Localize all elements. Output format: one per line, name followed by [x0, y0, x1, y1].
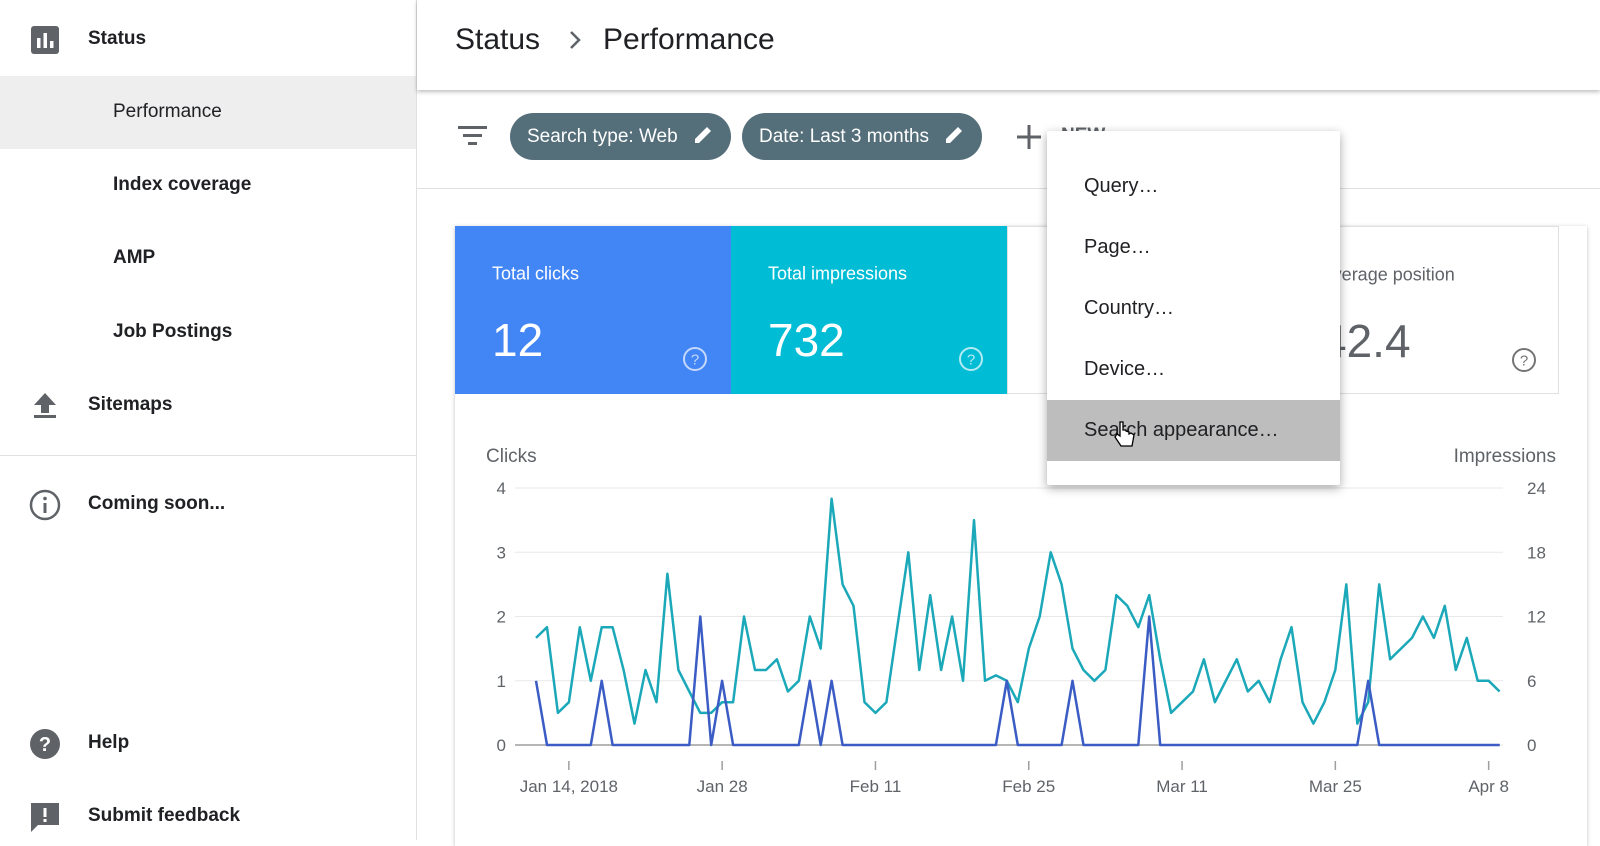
x-tick-label: Jan 14, 2018 — [520, 777, 618, 796]
y-tick-label: 0 — [497, 736, 506, 755]
help-icon: ? — [1512, 348, 1536, 372]
svg-text:?: ? — [1520, 353, 1528, 370]
x-tick-label: Apr 8 — [1468, 777, 1509, 796]
chip-date[interactable]: Date: Last 3 months — [742, 113, 983, 160]
x-tick-label: Mar 11 — [1156, 777, 1208, 796]
card-label: Total impressions — [768, 263, 908, 284]
y-tick-label: 1 — [497, 672, 506, 691]
filter-icon[interactable] — [458, 124, 488, 148]
sidebar: Status Performance Index coverage AMP Jo… — [0, 0, 417, 840]
card-label: Total clicks — [492, 263, 580, 284]
y-tick-label: 2 — [497, 608, 506, 627]
chip-label: Date: Last 3 months — [759, 126, 930, 147]
edit-icon — [694, 127, 711, 143]
info-icon — [29, 489, 61, 521]
card-total-impressions[interactable]: Total impressions 732 ? — [731, 226, 1007, 394]
sitemaps-icon — [34, 393, 56, 418]
dimension-menu: Query… Page… Country… Device… Search app… — [1047, 131, 1340, 485]
nav-coming-soon[interactable]: Coming soon... — [88, 493, 226, 514]
y-tick-label: 3 — [497, 543, 506, 562]
card-total-clicks[interactable]: Total clicks 12 ? — [455, 226, 731, 394]
header: Status Performance — [417, 0, 1600, 90]
y2-tick-label: 12 — [1527, 608, 1546, 627]
breadcrumb-chevron — [570, 31, 581, 49]
series-line — [534, 615, 1500, 747]
status-icon — [31, 26, 59, 54]
filter-bar: Search type: Web Date: Last 3 months NEW — [417, 90, 1600, 189]
card-label: Average position — [1321, 264, 1455, 285]
edit-icon — [946, 127, 963, 143]
y2-tick-label: 0 — [1527, 736, 1536, 755]
chip-label: Search type: Web — [527, 126, 678, 147]
y-axis-label: Clicks — [486, 446, 537, 467]
y2-tick-label: 24 — [1527, 479, 1546, 498]
menu-item[interactable]: Page… — [1084, 236, 1151, 258]
cursor — [1114, 421, 1135, 447]
y-tick-label: 4 — [497, 479, 506, 498]
help-icon: ? — [959, 347, 983, 371]
nav-selected-bg — [0, 76, 416, 149]
svg-text:?: ? — [967, 352, 975, 369]
svg-text:?: ? — [39, 734, 51, 756]
card-value: 12 — [492, 314, 544, 366]
nav-sitemaps[interactable]: Sitemaps — [88, 394, 173, 415]
help-icon: ? — [683, 347, 707, 371]
menu-item[interactable]: Device… — [1084, 358, 1166, 380]
x-tick-label: Feb 11 — [850, 777, 902, 796]
nav-amp[interactable]: AMP — [113, 247, 156, 268]
x-tick-label: Feb 25 — [1002, 777, 1055, 796]
plus-icon[interactable] — [1016, 124, 1042, 150]
x-tick-label: Mar 25 — [1309, 777, 1362, 796]
y2-axis-label: Impressions — [1454, 446, 1556, 467]
breadcrumb-status[interactable]: Status — [455, 23, 541, 56]
breadcrumb-performance: Performance — [603, 23, 775, 56]
chip-search-type[interactable]: Search type: Web — [510, 113, 731, 160]
card-value: 732 — [768, 314, 845, 366]
nav-index-coverage[interactable]: Index coverage — [113, 174, 252, 195]
nav-performance[interactable]: Performance — [113, 101, 222, 122]
sidebar-divider — [0, 455, 416, 456]
y2-tick-label: 6 — [1527, 672, 1536, 691]
nav-help[interactable]: Help — [88, 732, 130, 753]
nav-job-postings[interactable]: Job Postings — [113, 321, 233, 342]
nav-status[interactable]: Status — [88, 28, 147, 49]
menu-item-hovered[interactable]: Search appearance… — [1047, 400, 1340, 461]
nav-submit-feedback[interactable]: Submit feedback — [88, 805, 241, 826]
x-tick-label: Jan 28 — [697, 777, 748, 796]
help-icon: ? — [30, 729, 60, 759]
series-line — [535, 497, 1501, 725]
y2-tick-label: 18 — [1527, 543, 1546, 562]
feedback-icon — [31, 803, 59, 832]
menu-item[interactable]: Country… — [1084, 297, 1175, 319]
menu-item[interactable]: Query… — [1084, 175, 1159, 197]
svg-text:?: ? — [691, 352, 699, 369]
